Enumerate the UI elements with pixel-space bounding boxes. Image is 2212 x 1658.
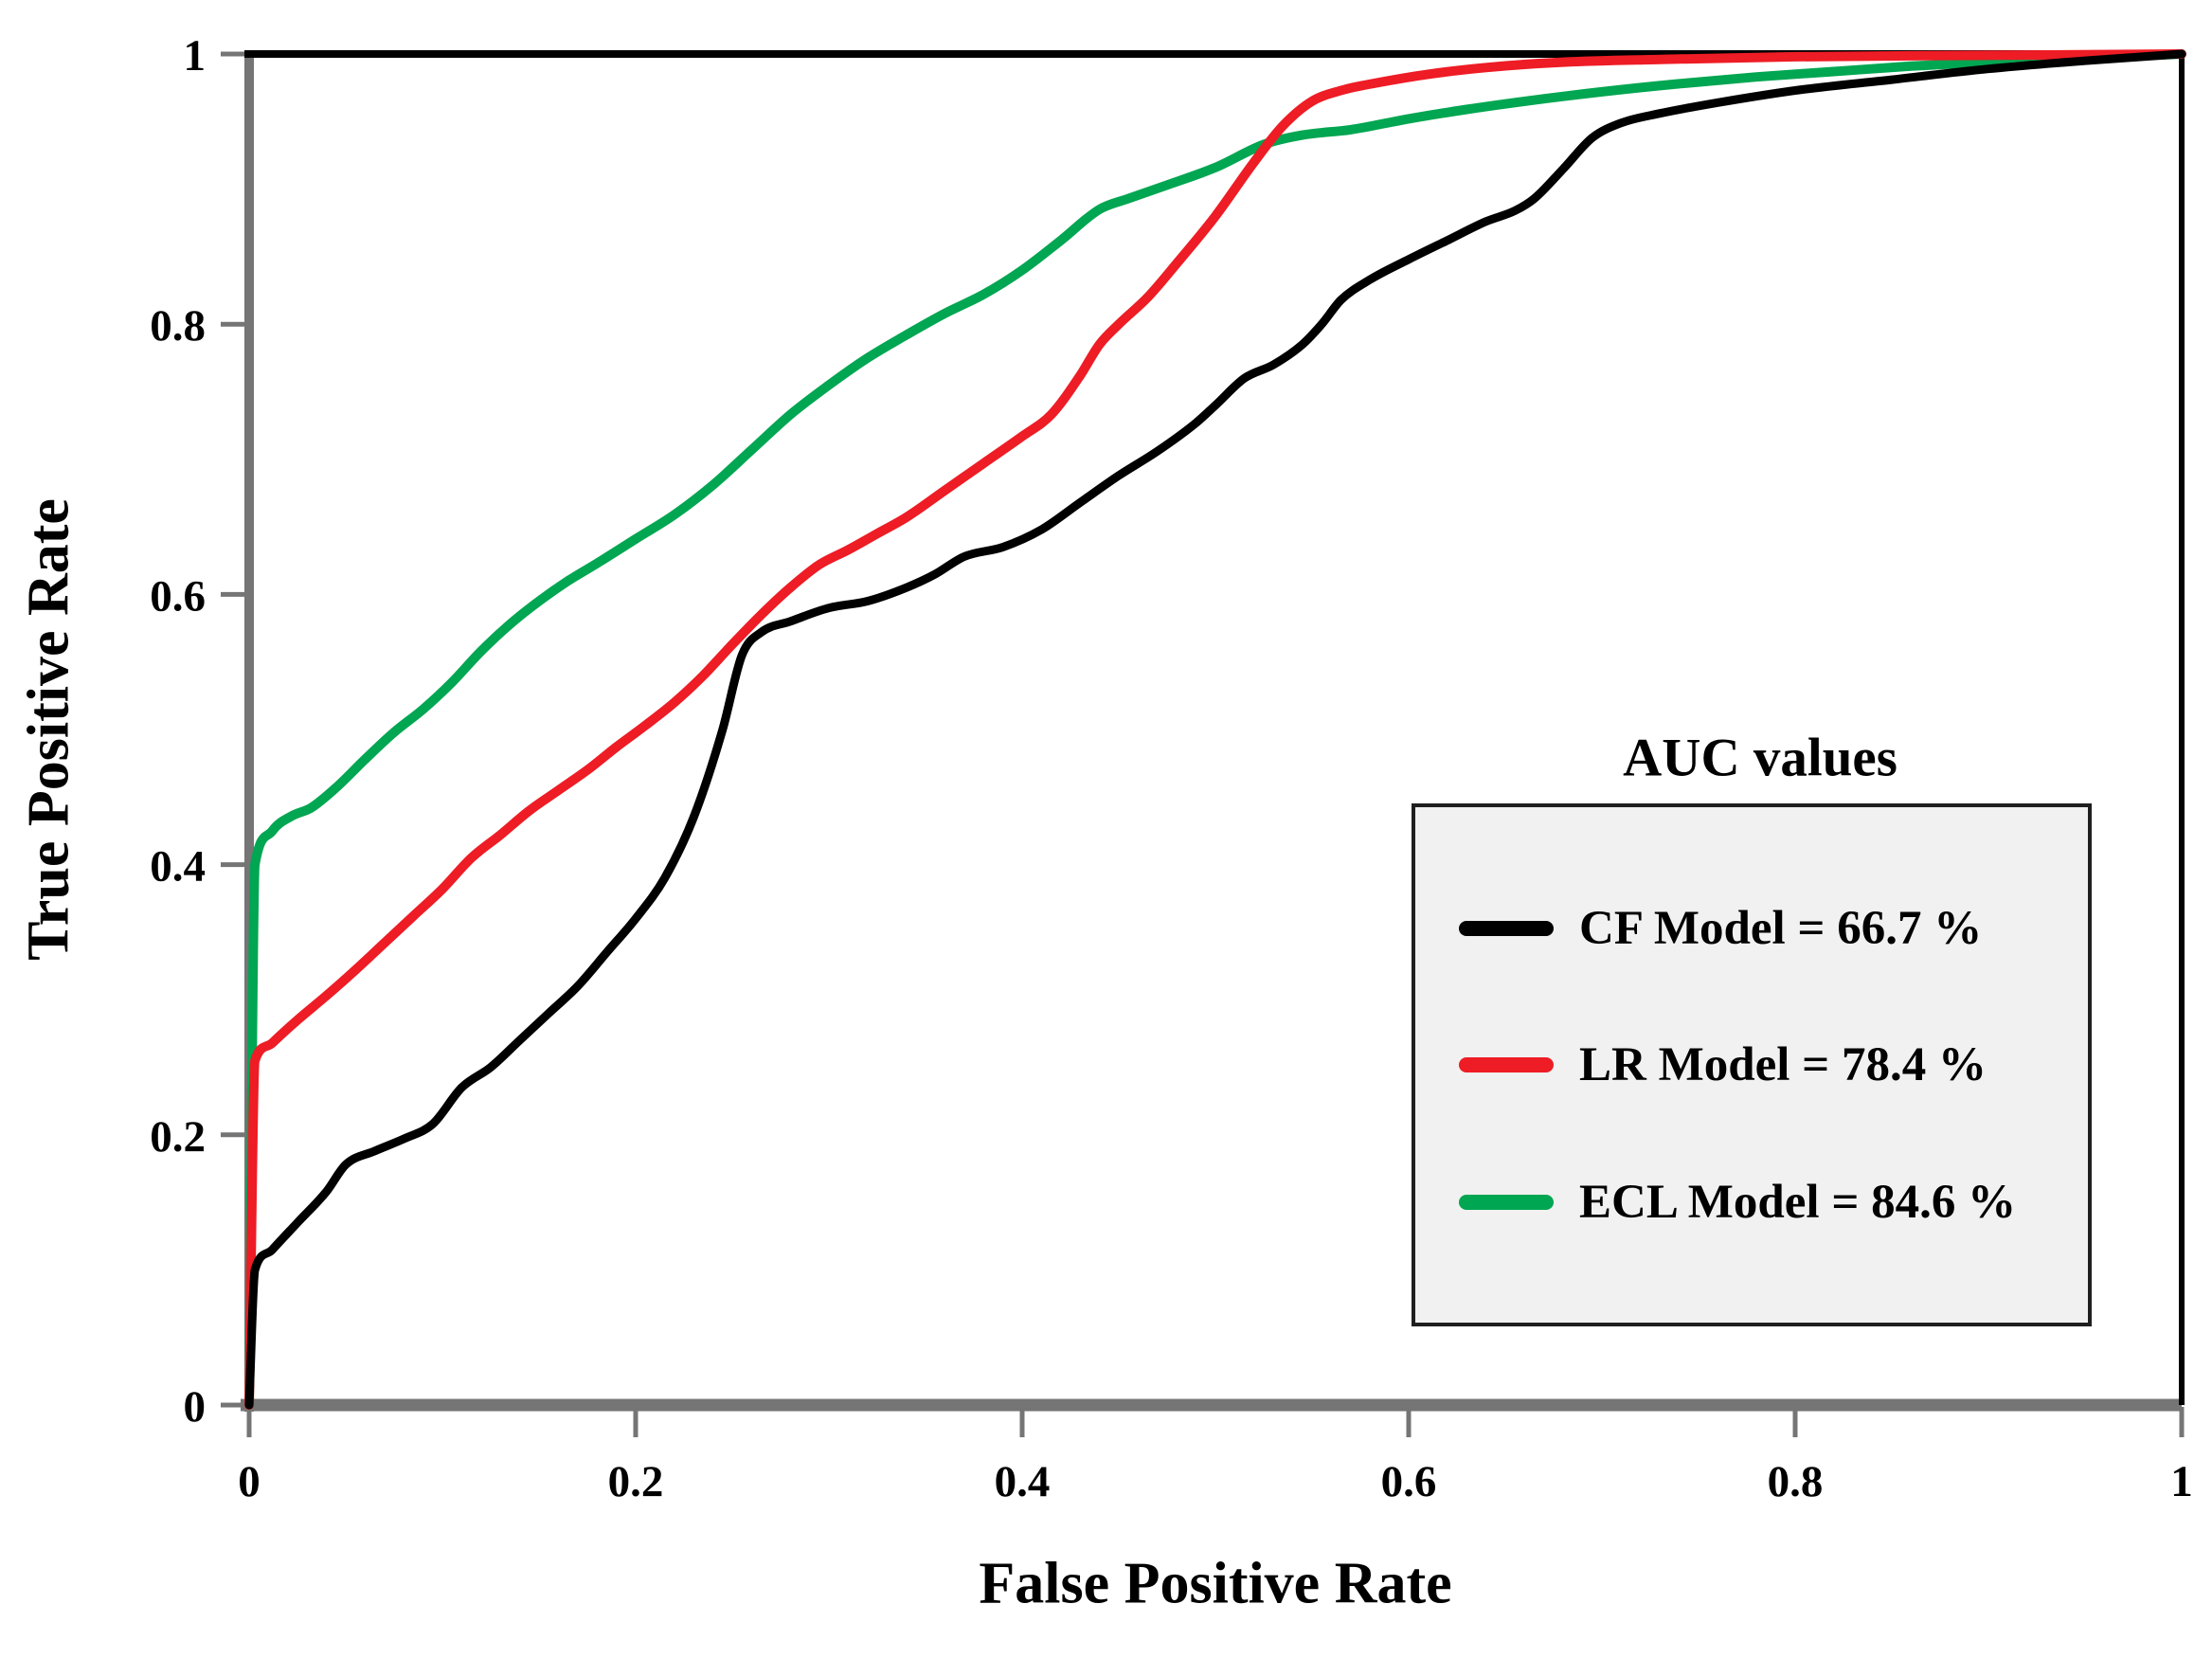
legend-item-lr-model: LR Model = 78.4 % (1459, 1037, 2071, 1092)
x-axis-title: False Positive Rate (979, 1551, 1452, 1616)
y-tick-label: 0.4 (150, 842, 206, 892)
cf-model-line-swatch (1459, 920, 1554, 936)
x-tick-label: 0.6 (1381, 1457, 1437, 1506)
x-tick-label: 1 (2170, 1457, 2193, 1506)
roc-curve-ecl-model (244, 49, 2186, 1410)
y-tick-label: 0 (184, 1382, 207, 1432)
y-tick-label: 0.8 (150, 301, 206, 351)
legend-box: CF Model = 66.7 % LR Model = 78.4 % ECL … (1412, 803, 2092, 1326)
legend-item-label: CF Model = 66.7 % (1579, 901, 1983, 955)
ecl-model-line-swatch (1459, 1194, 1554, 1210)
x-tick-label: 0.2 (608, 1457, 664, 1506)
y-tick-label: 0.6 (150, 571, 206, 621)
y-axis-title: True Positive Rate (16, 498, 81, 961)
roc-curve-lr-model (244, 49, 2186, 1410)
legend-item-ecl-model: ECL Model = 84.6 % (1459, 1175, 2071, 1230)
legend-item-label: LR Model = 78.4 % (1579, 1038, 1987, 1091)
legend-item-label: ECL Model = 84.6 % (1579, 1175, 2017, 1229)
x-tick-label: 0 (238, 1457, 261, 1506)
roc-curve-cf-model (244, 49, 2186, 1410)
x-tick-label: 0.4 (995, 1457, 1051, 1506)
y-tick-label: 1 (184, 31, 207, 81)
lr-model-line-swatch (1459, 1057, 1554, 1072)
legend-item-cf-model: CF Model = 66.7 % (1459, 901, 2071, 956)
y-tick-label: 0.2 (150, 1112, 206, 1162)
x-tick-label: 0.8 (1768, 1457, 1824, 1506)
legend-title: AUC values (1623, 728, 1897, 788)
